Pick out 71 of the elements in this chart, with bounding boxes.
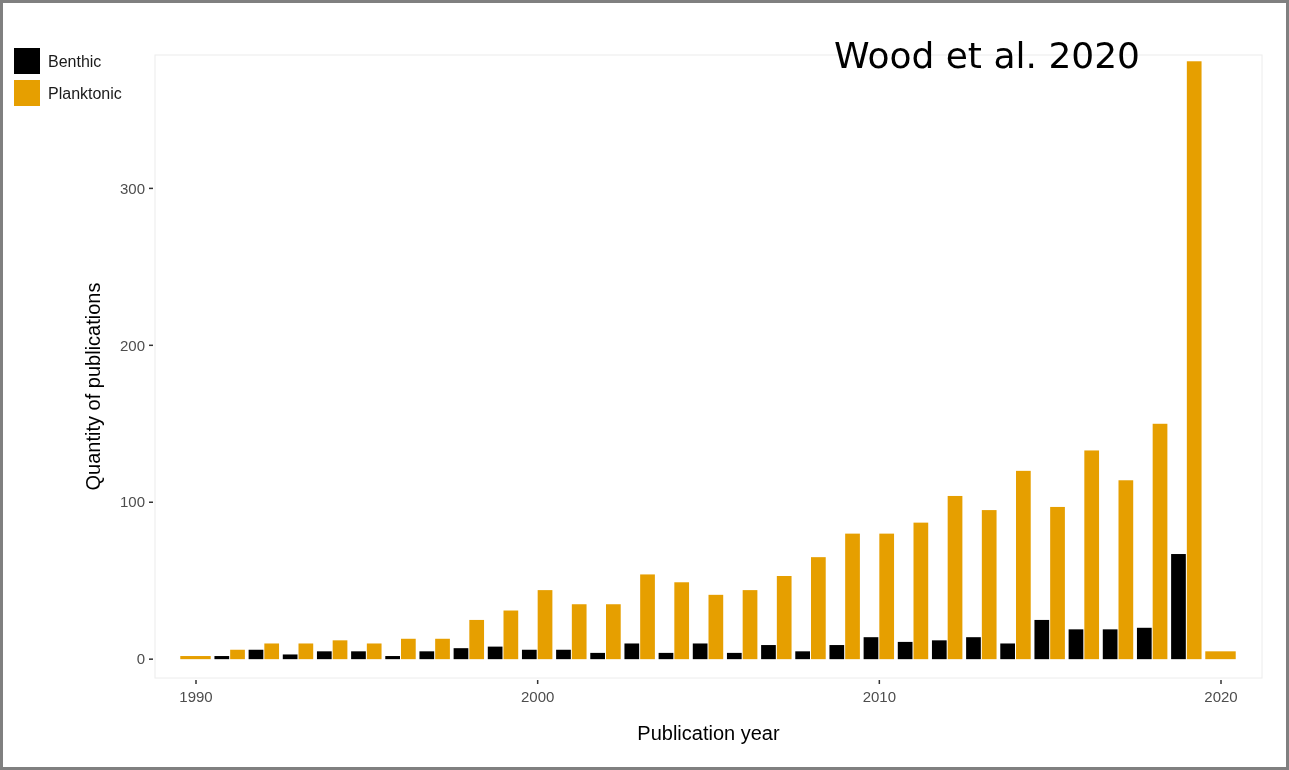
bar [214,656,230,660]
bar [1016,470,1031,660]
bar [761,645,776,660]
bar [385,656,400,660]
x-tick-label: 1990 [179,688,213,705]
bar [366,643,382,660]
bar [692,643,708,660]
x-tick-label: 2010 [862,688,897,705]
bar [248,649,264,660]
y-tick-label: 200 [119,336,145,354]
bar [1050,506,1065,660]
bar [1152,423,1168,660]
y-tick-label: 100 [119,493,145,511]
bar [966,637,981,660]
bar [590,652,605,660]
bar [401,638,416,660]
bar [351,651,366,660]
bar [726,652,742,660]
bar [829,645,845,660]
bar [624,643,640,660]
bar [674,582,690,660]
x-tick-label: 2020 [1204,688,1238,705]
y-tick-label: 0 [136,650,145,668]
bar [1171,554,1186,660]
bar [981,510,997,660]
bar [503,610,519,660]
bar [282,654,298,660]
bar [1186,61,1202,660]
bar [897,641,913,660]
bar [863,637,879,660]
bar [845,533,860,660]
bar [1068,629,1084,660]
bar [556,649,571,660]
bar [487,646,503,660]
bar [264,643,280,660]
bar [453,648,469,660]
legend-label: Benthic [48,52,102,70]
legend-label: Planktonic [48,84,122,102]
bar [521,649,537,660]
bar [1102,629,1118,660]
annotation: Wood et al. 2020 [833,35,1140,76]
bar [571,604,587,660]
bar [931,640,947,660]
bar [230,649,245,660]
y-tick-label: 300 [119,179,145,197]
bar [332,640,348,660]
bar [316,651,332,660]
bar [435,638,450,660]
bar [658,652,674,660]
bar [1034,619,1050,660]
bar [1118,480,1134,660]
bar [1084,450,1100,660]
x-axis-title: Publication year [637,722,780,744]
bar [811,557,826,660]
bar [742,590,758,660]
bar [879,533,895,660]
x-tick-label: 2000 [520,688,555,705]
bar [537,590,553,660]
bar [795,651,810,660]
bar [947,495,963,660]
bar [708,594,724,660]
bar [469,619,485,660]
bar [606,604,621,660]
bar [298,643,314,660]
bar [419,651,435,660]
y-axis-title: Quantity of publications [82,282,104,491]
bar [1136,627,1152,660]
bar [640,574,655,660]
bar [776,576,792,660]
bar [913,522,929,660]
bar [1000,643,1015,660]
